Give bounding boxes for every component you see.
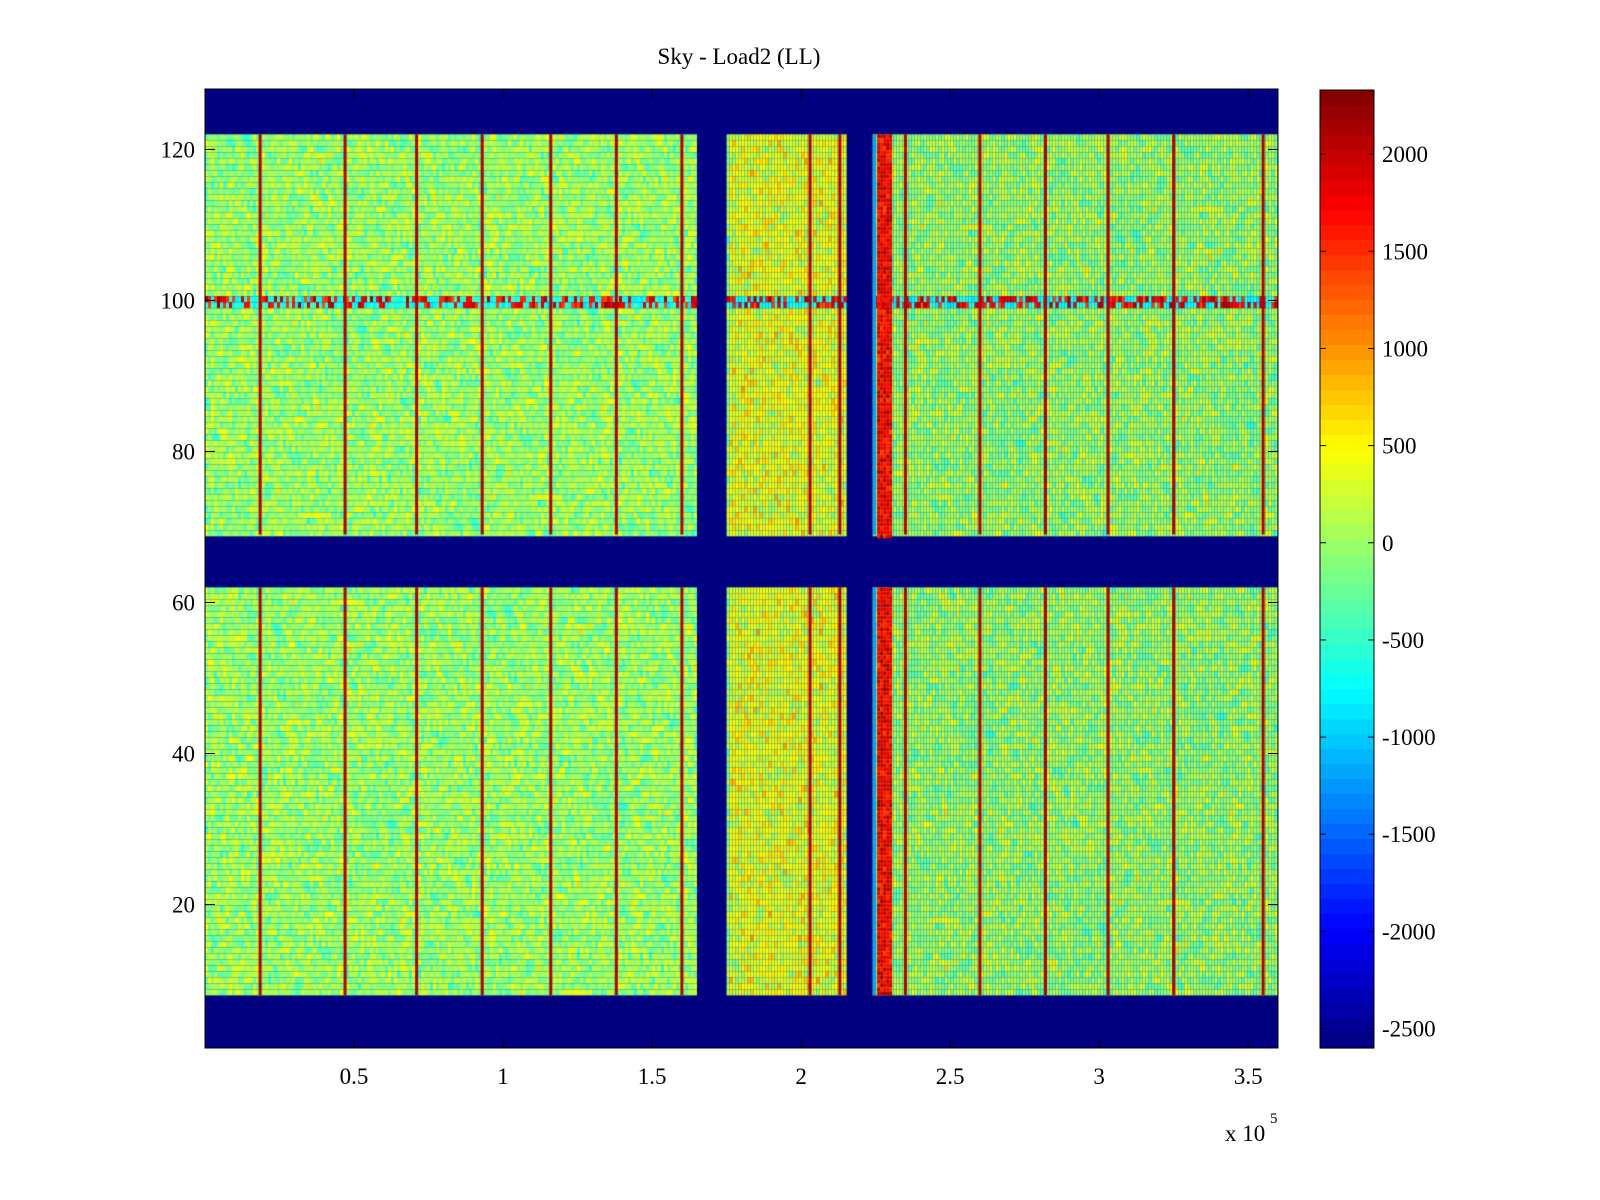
chart-title: Sky - Load2 (LL) bbox=[658, 44, 821, 69]
colorbar-swatch bbox=[1320, 958, 1374, 974]
colorbar-tick-label: 1000 bbox=[1382, 336, 1428, 361]
colorbar-swatch bbox=[1320, 718, 1374, 735]
colorbar-swatch bbox=[1320, 134, 1374, 151]
colorbar-swatch bbox=[1320, 688, 1374, 705]
colorbar-swatch bbox=[1320, 658, 1374, 675]
colorbar-swatch bbox=[1320, 119, 1374, 136]
colorbar-swatch bbox=[1320, 943, 1374, 959]
x-exponent-base: x 10 bbox=[1225, 1121, 1265, 1146]
y-axis: 20 40 60 80 100 120 bbox=[161, 137, 1278, 918]
colorbar-swatch bbox=[1320, 748, 1374, 765]
colorbar-swatch bbox=[1320, 149, 1374, 166]
heatmap-image bbox=[205, 89, 1278, 1048]
y-tick-label: 120 bbox=[161, 137, 196, 162]
colorbar-swatch bbox=[1320, 254, 1374, 271]
x-tick-label: 1.5 bbox=[638, 1064, 667, 1089]
colorbar-swatch bbox=[1320, 224, 1374, 241]
x-exponent-power: 5 bbox=[1270, 1111, 1278, 1127]
y-tick-label: 80 bbox=[172, 439, 195, 464]
colorbar-swatch bbox=[1320, 419, 1374, 435]
colorbar: -2500 -2000 -1500 -1000 -500 0 500 1000 1500 2000 bbox=[1319, 89, 1436, 1049]
colorbar-swatch bbox=[1320, 179, 1374, 196]
colorbar-swatch bbox=[1320, 883, 1374, 899]
plot-area bbox=[204, 88, 1279, 1049]
y-tick-label: 20 bbox=[172, 893, 195, 918]
colorbar-tick-label: 1500 bbox=[1382, 239, 1428, 264]
colorbar-swatch bbox=[1320, 344, 1374, 361]
colorbar-swatch bbox=[1320, 973, 1374, 989]
x-tick-label: 2.5 bbox=[936, 1064, 965, 1089]
colorbar-tick-label: 0 bbox=[1382, 531, 1394, 556]
colorbar-swatch bbox=[1320, 1033, 1374, 1049]
colorbar-swatch bbox=[1320, 434, 1374, 450]
colorbar-swatch bbox=[1320, 209, 1374, 226]
colorbar-swatch bbox=[1320, 194, 1374, 211]
colorbar-swatch bbox=[1320, 628, 1374, 645]
colorbar-swatch bbox=[1320, 554, 1374, 570]
colorbar-frame bbox=[1319, 89, 1375, 1049]
colorbar-tick-label: -2000 bbox=[1382, 919, 1436, 944]
colorbar-tick-label: -1500 bbox=[1382, 822, 1436, 847]
colorbar-tick-label: -2500 bbox=[1382, 1017, 1436, 1042]
x-tick-label: 2 bbox=[795, 1064, 807, 1089]
colorbar-swatch bbox=[1320, 389, 1374, 405]
colorbar-swatch bbox=[1320, 464, 1374, 480]
colorbar-swatch bbox=[1320, 613, 1374, 630]
colorbar-swatch bbox=[1320, 284, 1374, 301]
y-tick-label: 60 bbox=[172, 590, 195, 615]
x-tick-label: 0.5 bbox=[340, 1064, 369, 1089]
colorbar-swatch bbox=[1320, 359, 1374, 376]
colorbar-tick-label: 500 bbox=[1382, 434, 1417, 459]
plot-frame bbox=[204, 88, 1279, 1049]
colorbar-swatch bbox=[1320, 329, 1374, 346]
colorbar-swatch bbox=[1320, 778, 1374, 795]
colorbar-swatch bbox=[1320, 838, 1374, 855]
colorbar-swatch bbox=[1320, 299, 1374, 316]
colorbar-swatch bbox=[1320, 928, 1374, 944]
colorbar-swatch bbox=[1320, 104, 1374, 121]
colorbar-tick-label: 2000 bbox=[1382, 142, 1428, 167]
colorbar-swatch bbox=[1320, 449, 1374, 465]
colorbar-swatch bbox=[1320, 509, 1374, 525]
colorbar-swatch bbox=[1320, 479, 1374, 495]
colorbar-swatch bbox=[1320, 868, 1374, 884]
x-tick-label: 3 bbox=[1093, 1064, 1105, 1089]
colorbar-swatch bbox=[1320, 404, 1374, 420]
colorbar-swatch bbox=[1320, 853, 1374, 869]
colorbar-swatch bbox=[1320, 164, 1374, 181]
colorbar-swatch bbox=[1320, 583, 1374, 600]
colorbar-swatch bbox=[1320, 793, 1374, 810]
colorbar-swatch bbox=[1320, 673, 1374, 690]
y-tick-label: 40 bbox=[172, 742, 195, 767]
colorbar-swatch bbox=[1320, 913, 1374, 929]
colorbar-swatch bbox=[1320, 823, 1374, 840]
x-tick-label: 3.5 bbox=[1234, 1064, 1263, 1089]
colorbar-swatch bbox=[1320, 239, 1374, 256]
colorbar-swatch bbox=[1320, 1003, 1374, 1019]
x-tick-label: 1 bbox=[497, 1064, 509, 1089]
x-axis-exponent: x 10 5 bbox=[1225, 1111, 1278, 1146]
colorbar-swatch bbox=[1320, 733, 1374, 750]
colorbar-swatch bbox=[1320, 598, 1374, 615]
colorbar-swatch bbox=[1320, 898, 1374, 914]
x-axis: 0.5 1 1.5 2 2.5 3 3.5 bbox=[340, 89, 1263, 1089]
colorbar-swatch bbox=[1320, 314, 1374, 331]
colorbar-swatch bbox=[1320, 269, 1374, 286]
colorbar-swatch bbox=[1320, 90, 1374, 106]
colorbar-swatch bbox=[1320, 374, 1374, 390]
colorbar-tick-label: -500 bbox=[1382, 628, 1424, 653]
colorbar-swatch bbox=[1320, 763, 1374, 780]
colorbar-swatch bbox=[1320, 808, 1374, 825]
colorbar-swatch bbox=[1320, 524, 1374, 540]
colorbar-swatch bbox=[1320, 988, 1374, 1004]
colorbar-swatch bbox=[1320, 539, 1374, 555]
colorbar-swatch bbox=[1320, 643, 1374, 660]
y-tick-label: 100 bbox=[161, 288, 196, 313]
colorbar-tick-label: -1000 bbox=[1382, 725, 1436, 750]
colorbar-swatch bbox=[1320, 703, 1374, 720]
colorbar-swatch bbox=[1320, 569, 1374, 585]
colorbar-swatch bbox=[1320, 1018, 1374, 1034]
colorbar-swatch bbox=[1320, 494, 1374, 510]
